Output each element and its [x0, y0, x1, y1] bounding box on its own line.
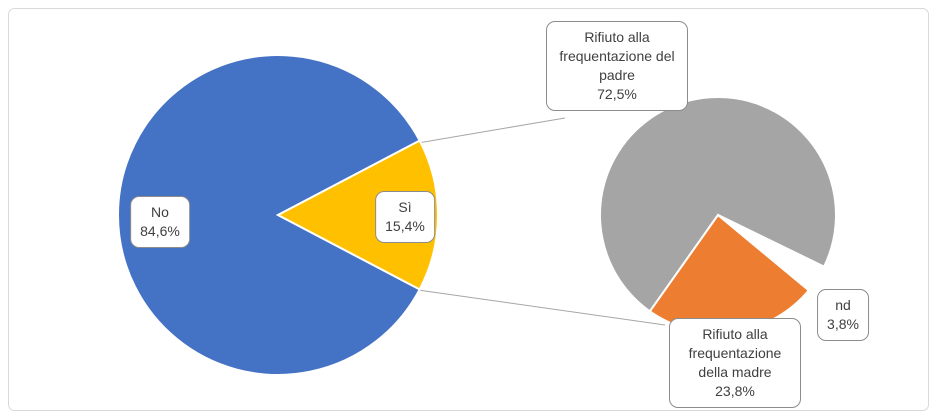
category-label: Rifiuto alla frequentazione della madre — [688, 326, 782, 380]
category-label: Rifiuto alla frequentazione del padre — [559, 29, 675, 83]
pie-slice — [599, 96, 837, 313]
data-label: nd 3,8% — [817, 289, 869, 341]
pie-slice — [117, 54, 421, 376]
data-label: Rifiuto alla frequentazione del padre 72,… — [546, 21, 688, 111]
value-label: 84,6% — [140, 223, 180, 239]
pie-slice — [275, 139, 439, 291]
connector-line — [417, 289, 666, 326]
category-label: Sì — [398, 199, 412, 215]
value-label: 3,8% — [827, 316, 859, 332]
category-label: No — [151, 204, 169, 220]
value-label: 15,4% — [385, 218, 425, 234]
pie-slice — [717, 214, 826, 292]
connector-line — [417, 117, 566, 144]
data-label: Rifiuto alla frequentazione della madre 2… — [669, 318, 801, 408]
value-label: 72,5% — [597, 86, 637, 102]
data-label: No 84,6% — [130, 196, 190, 248]
value-label: 23,8% — [715, 383, 755, 399]
category-label: nd — [835, 297, 851, 313]
data-label: Sì 15,4% — [375, 191, 435, 243]
